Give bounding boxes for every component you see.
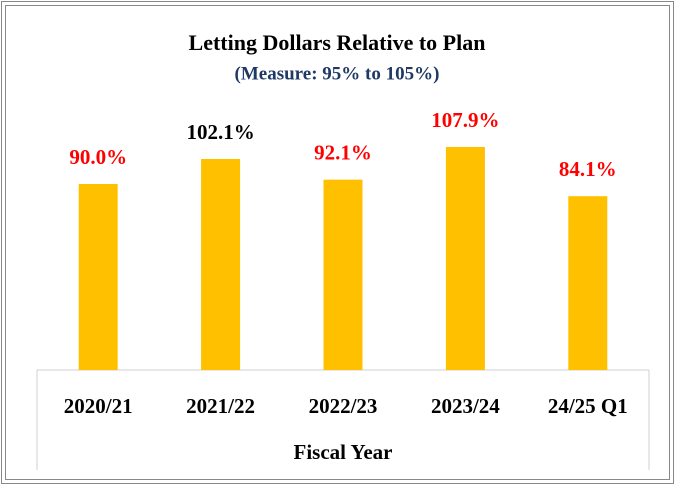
x-axis-label: Fiscal Year — [294, 440, 393, 464]
x-tick-label: 2022/23 — [309, 394, 378, 418]
bar — [78, 184, 118, 370]
bar — [201, 158, 241, 370]
data-label: 90.0% — [69, 145, 127, 169]
data-label: 102.1% — [186, 120, 254, 144]
x-tick-label: 24/25 Q1 — [548, 394, 628, 418]
x-tick-label: 2023/24 — [431, 394, 500, 418]
data-label: 92.1% — [314, 140, 372, 164]
data-label: 84.1% — [559, 157, 617, 181]
chart-subtitle: (Measure: 95% to 105%) — [235, 63, 440, 84]
x-tick-label: 2021/22 — [186, 394, 255, 418]
bar — [323, 179, 363, 370]
inner-frame — [5, 5, 670, 480]
bar — [445, 147, 485, 370]
bar — [568, 196, 608, 370]
chart-title: Letting Dollars Relative to Plan — [189, 30, 486, 55]
x-tick-label: 2020/21 — [64, 394, 133, 418]
data-label: 107.9% — [431, 108, 499, 132]
